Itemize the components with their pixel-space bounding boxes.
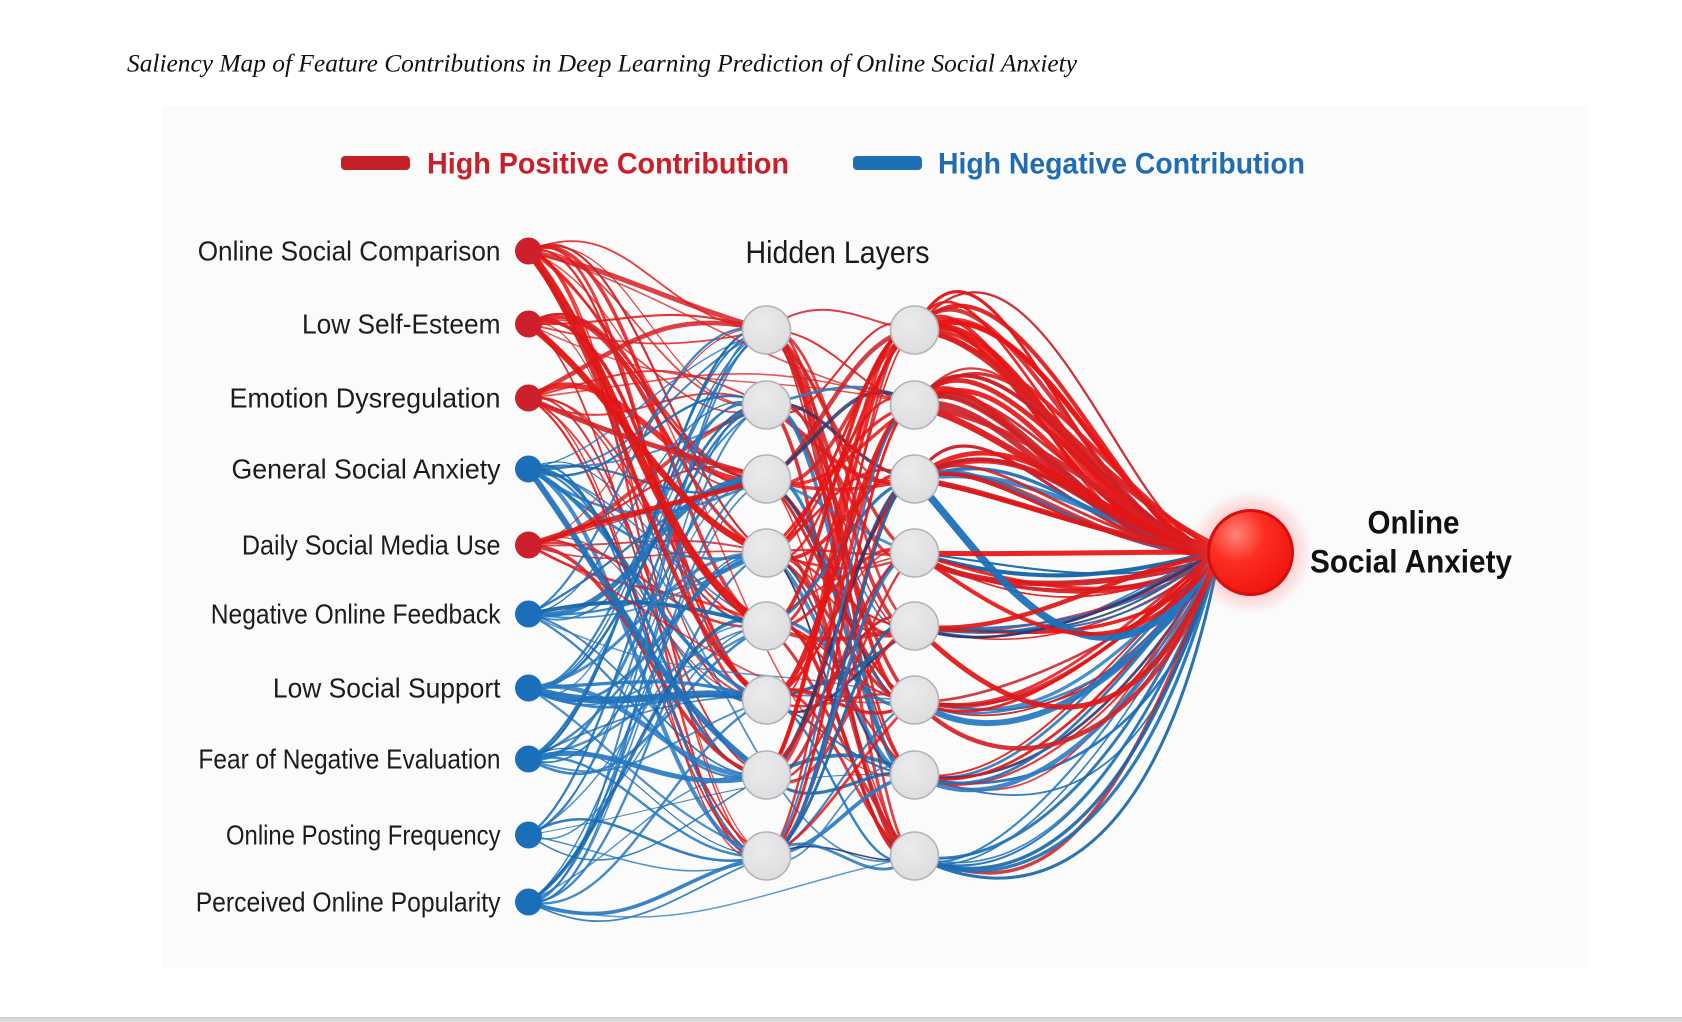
svg-text:Fear of Negative Evaluation: Fear of Negative Evaluation	[198, 744, 500, 775]
svg-text:High Positive Contribution: High Positive Contribution	[427, 148, 789, 181]
svg-text:Saliency Map of Feature Contri: Saliency Map of Feature Contributions in…	[127, 49, 1078, 78]
svg-text:Hidden Layers: Hidden Layers	[746, 234, 930, 270]
svg-text:Social Anxiety: Social Anxiety	[1310, 544, 1512, 580]
svg-text:Online Social Comparison: Online Social Comparison	[198, 236, 501, 267]
svg-text:Online Posting Frequency: Online Posting Frequency	[226, 820, 501, 851]
svg-text:High Negative Contribution: High Negative Contribution	[938, 148, 1305, 181]
svg-text:Online: Online	[1368, 505, 1460, 541]
svg-text:Low Self-Esteem: Low Self-Esteem	[302, 309, 501, 340]
svg-text:Emotion Dysregulation: Emotion Dysregulation	[230, 383, 501, 414]
svg-text:Low Social Support: Low Social Support	[273, 673, 501, 704]
svg-text:Negative Online Feedback: Negative Online Feedback	[211, 599, 502, 630]
svg-text:Daily Social Media Use: Daily Social Media Use	[242, 530, 501, 561]
svg-text:General Social Anxiety: General Social Anxiety	[232, 454, 501, 485]
svg-text:Perceived Online Popularity: Perceived Online Popularity	[196, 887, 501, 918]
